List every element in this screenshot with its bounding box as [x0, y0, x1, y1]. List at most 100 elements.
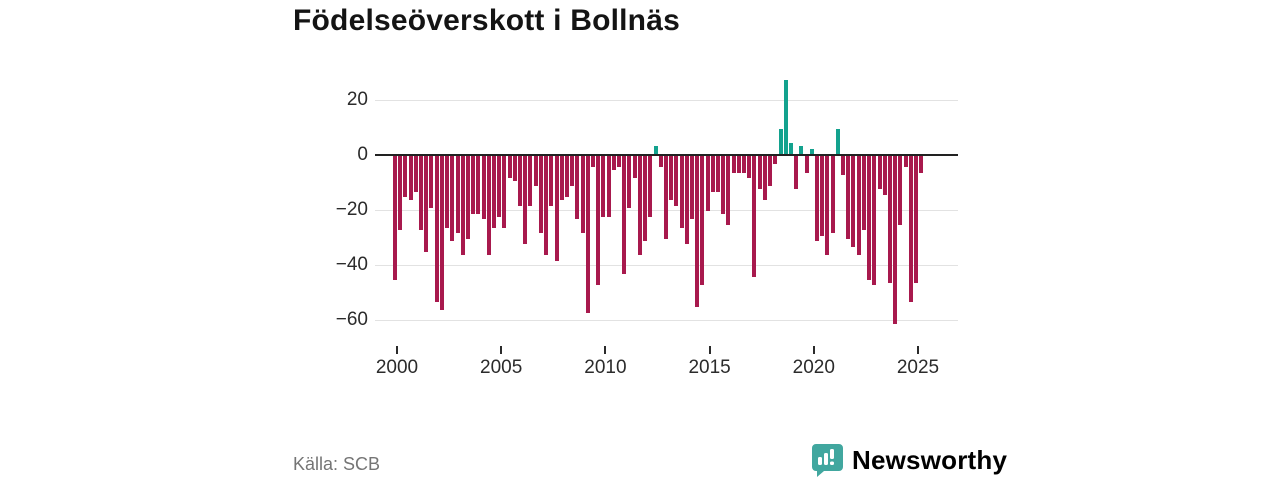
bar-quarter-2015q1	[705, 156, 710, 211]
bar-quarter-2024q1	[893, 156, 898, 324]
bar-quarter-2016q3	[736, 156, 741, 173]
bar-quarter-2015q3	[716, 156, 721, 192]
bar-quarter-2021q3	[841, 156, 846, 176]
bar-quarter-2023q4	[887, 156, 892, 283]
bar-quarter-2003q4	[471, 156, 476, 214]
bar-quarter-2008q4	[575, 156, 580, 220]
bar-quarter-2025q2	[919, 156, 924, 173]
bar-quarter-2002q4	[450, 156, 455, 242]
gridline	[375, 265, 958, 266]
y-axis-tick-label: −20	[335, 199, 368, 220]
bar-quarter-2014q2	[689, 156, 694, 220]
x-axis-tick-label: 2005	[480, 357, 523, 378]
bar-quarter-2004q4	[491, 156, 496, 228]
bar-quarter-2018q4	[783, 79, 788, 154]
bar-quarter-2008q1	[559, 156, 564, 200]
bar-quarter-2025q1	[914, 156, 918, 283]
bar-quarter-2004q1	[476, 156, 481, 214]
y-axis-tick-label: −40	[335, 254, 368, 275]
bar-quarter-2018q3	[778, 129, 783, 154]
bar-quarter-2017q2	[752, 156, 757, 277]
bar-quarter-2013q2	[669, 156, 674, 200]
bar-quarter-2019q2	[794, 156, 799, 189]
bar-quarter-2001q4	[429, 156, 434, 209]
bar-quarter-2010q2	[606, 156, 611, 217]
bar-quarter-2013q1	[663, 156, 668, 239]
bar-quarter-2021q2	[835, 129, 840, 154]
bar-quarter-2024q2	[898, 156, 903, 225]
bar-quarter-2012q1	[643, 156, 648, 242]
bar-quarter-2000q1	[393, 156, 397, 280]
bar-quarter-2014q1	[684, 156, 689, 244]
bar-quarter-2023q1	[872, 156, 877, 286]
bar-quarter-2022q1	[851, 156, 856, 247]
y-axis-tick-label: −60	[335, 309, 368, 330]
bar-quarter-2024q3	[903, 156, 908, 167]
bar-quarter-2004q2	[481, 156, 486, 220]
x-axis-tick-label: 2000	[375, 357, 419, 378]
x-axis-tick-mark	[604, 346, 607, 354]
brand-logo: Newsworthy	[812, 444, 1007, 477]
bar-quarter-2019q3	[799, 145, 804, 154]
bar-quarter-2023q2	[877, 156, 882, 189]
bar-quarter-2000q2	[398, 156, 403, 231]
bar-quarter-2009q4	[596, 156, 601, 286]
x-axis-zero-line	[375, 154, 958, 156]
bar-quarter-2011q4	[637, 156, 642, 255]
bar-quarter-2006q1	[518, 156, 523, 206]
x-axis-tick-label: 2010	[584, 357, 627, 378]
bar-quarter-2003q1	[455, 156, 460, 233]
y-axis-tick-label: 20	[346, 89, 368, 110]
bar-quarter-2017q4	[762, 156, 767, 200]
bar-quarter-2001q2	[419, 156, 424, 231]
x-axis-tick-mark	[812, 346, 815, 354]
source-label: Källa: SCB	[293, 454, 381, 474]
bar-quarter-2010q3	[611, 156, 616, 170]
bar-quarter-2001q1	[413, 156, 418, 192]
bar-quarter-2022q2	[856, 156, 861, 255]
x-axis-tick-mark	[396, 346, 398, 354]
bar-quarter-2005q2	[502, 156, 507, 228]
y-axis-tick-label: 0	[357, 144, 368, 165]
bar-quarter-2017q1	[747, 156, 752, 178]
bar-quarter-2012q4	[658, 156, 663, 167]
bar-quarter-2009q2	[585, 156, 590, 313]
bar-quarter-2007q2	[544, 156, 549, 255]
x-axis-tick-label: 2020	[792, 357, 835, 378]
bar-quarter-2012q3	[653, 145, 658, 154]
bar-quarter-2013q4	[679, 156, 684, 228]
bar-quarter-2015q2	[710, 156, 715, 192]
bar-quarter-2009q1	[580, 156, 585, 233]
gridline	[375, 100, 958, 101]
bar-quarter-2005q1	[497, 156, 502, 217]
bar-quarter-2010q1	[601, 156, 606, 217]
x-axis-tick-label: 2015	[688, 357, 731, 378]
bar-quarter-2022q3	[861, 156, 866, 231]
bar-quarter-2005q3	[507, 156, 512, 178]
bar-quarter-2003q3	[465, 156, 470, 239]
x-axis-tick-mark	[500, 346, 503, 354]
bar-quarter-2001q3	[424, 156, 429, 253]
bar-quarter-2010q4	[617, 156, 622, 167]
gridline	[375, 320, 958, 321]
bar-quarter-2016q2	[731, 156, 736, 173]
newsworthy-icon	[812, 444, 843, 477]
bar-quarter-2020q2	[815, 156, 819, 242]
bar-quarter-2007q3	[549, 156, 554, 206]
bar-quarter-2014q3	[695, 156, 700, 308]
bar-quarter-2024q4	[908, 156, 913, 302]
bar-quarter-2018q1	[768, 156, 773, 187]
bar-quarter-2002q1	[434, 156, 439, 302]
bar-quarter-2020q4	[825, 156, 830, 255]
bar-quarter-2016q4	[742, 156, 747, 173]
bar-quarter-2002q3	[445, 156, 450, 228]
bar-quarter-2014q4	[700, 156, 705, 286]
bar-quarter-2012q2	[648, 156, 653, 217]
bar-quarter-2017q3	[757, 156, 762, 189]
bar-quarter-2000q3	[403, 156, 408, 198]
bar-quarter-2009q3	[590, 156, 595, 167]
bar-quarter-2011q2	[627, 156, 632, 209]
bar-quarter-2021q4	[846, 156, 851, 239]
bar-quarter-2006q2	[523, 156, 528, 244]
